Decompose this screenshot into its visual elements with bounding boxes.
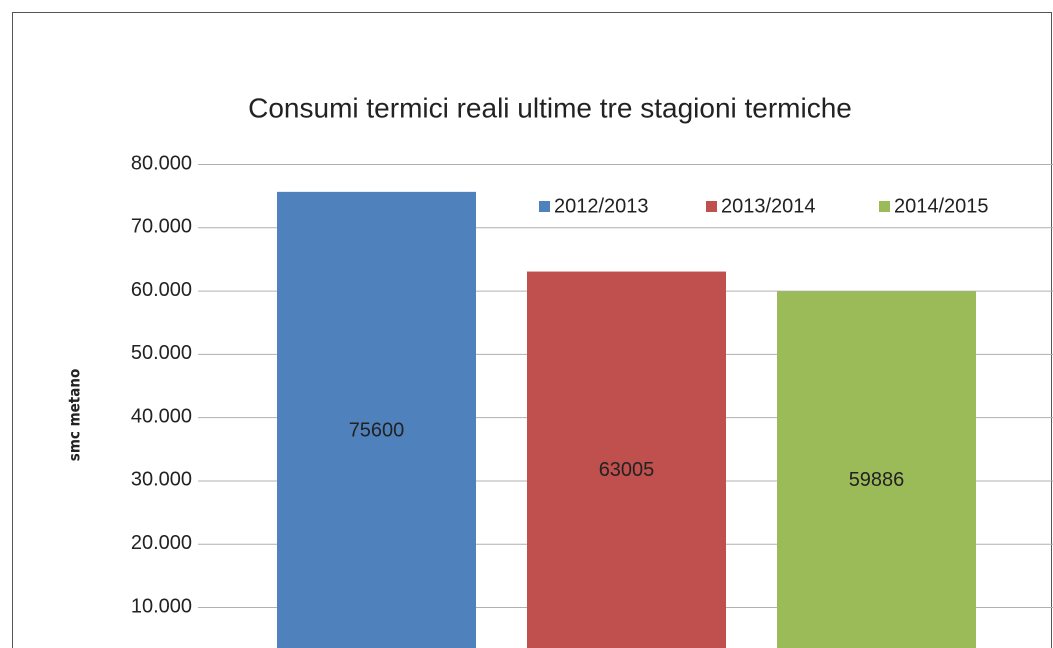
y-tick-label: 10.000 — [131, 595, 192, 617]
data-label: 63005 — [599, 459, 655, 481]
bar — [277, 191, 476, 648]
chart-title: Consumi termici reali ultime tre stagion… — [248, 92, 852, 123]
y-tick-label: 40.000 — [131, 405, 192, 427]
data-label: 59886 — [849, 469, 905, 491]
legend-label: 2013/2014 — [721, 195, 816, 217]
legend-swatch — [539, 201, 550, 212]
y-axis-label: smc metano — [66, 369, 84, 461]
bar — [527, 271, 726, 648]
legend-label: 2012/2013 — [554, 195, 649, 217]
chart-frame — [12, 12, 1052, 648]
y-tick-label: 80.000 — [131, 152, 192, 174]
data-label: 75600 — [349, 419, 405, 441]
legend-swatch — [706, 201, 717, 212]
y-tick-label: 20.000 — [131, 532, 192, 554]
y-tick-label: 70.000 — [131, 216, 192, 238]
bar — [777, 291, 976, 648]
y-tick-label: 30.000 — [131, 469, 192, 491]
legend-swatch — [879, 201, 890, 212]
y-tick-label: 60.000 — [131, 279, 192, 301]
y-tick-label: 50.000 — [131, 342, 192, 364]
legend-label: 2014/2015 — [894, 195, 989, 217]
